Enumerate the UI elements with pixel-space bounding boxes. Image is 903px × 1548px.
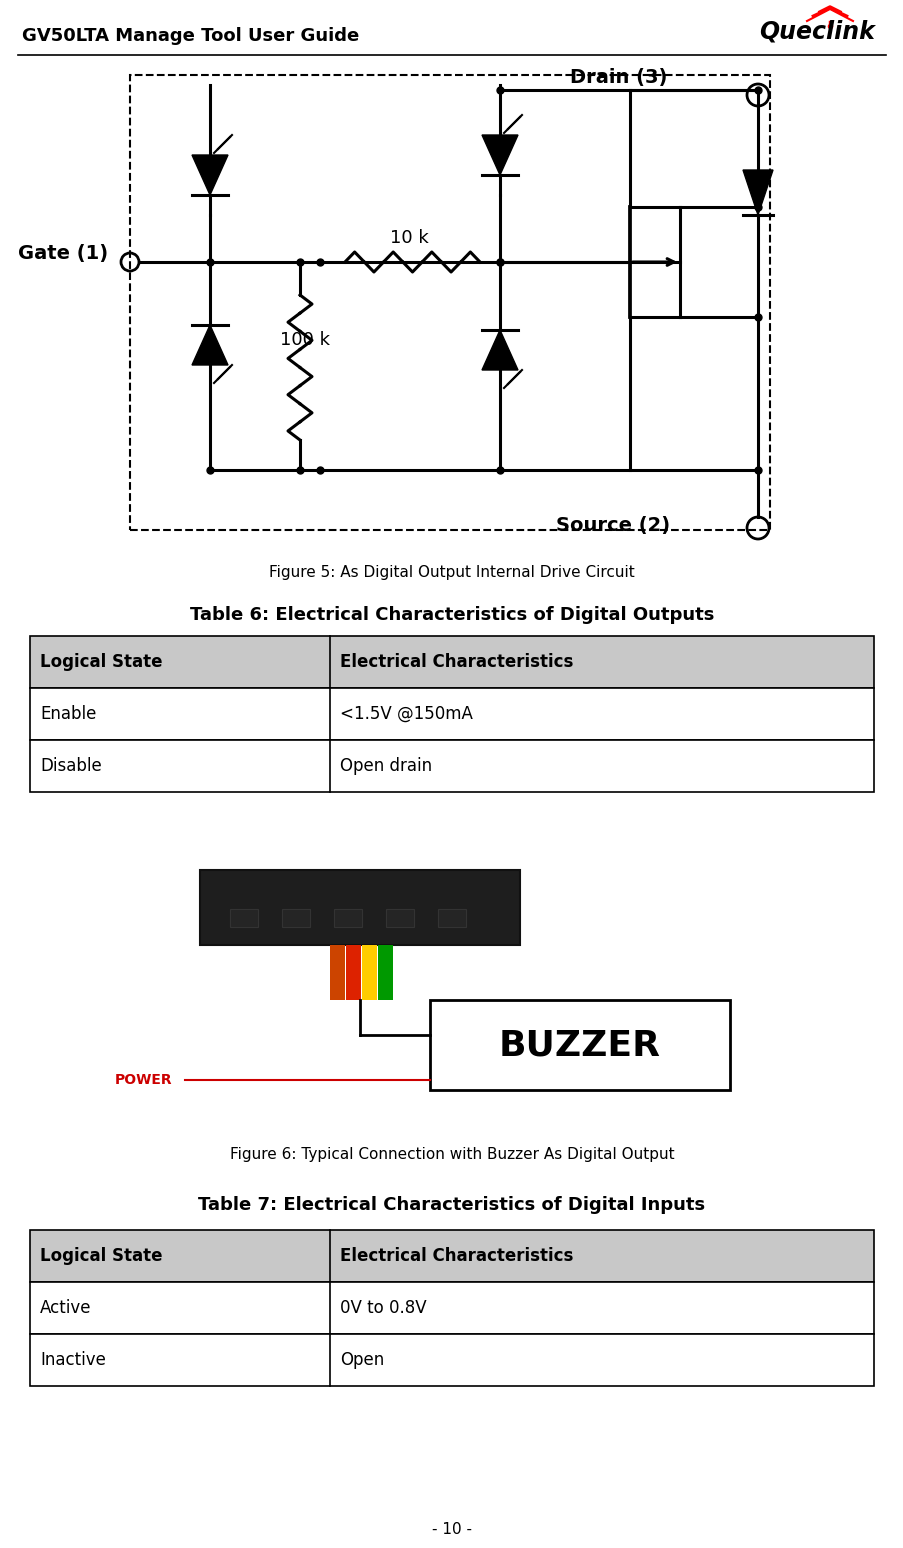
Text: Table 7: Electrical Characteristics of Digital Inputs: Table 7: Electrical Characteristics of D… (199, 1197, 704, 1214)
Text: 10 k: 10 k (389, 229, 428, 248)
Text: <1.5V @150mA: <1.5V @150mA (340, 704, 472, 723)
Text: Logical State: Logical State (40, 653, 163, 670)
Bar (30, 1282, 873, 1334)
Bar (333, 909, 361, 927)
Text: Logical State: Logical State (40, 1248, 163, 1265)
Polygon shape (481, 135, 517, 175)
Bar (30, 636, 873, 687)
Bar (361, 944, 377, 1000)
Bar (386, 909, 414, 927)
Bar (30, 1334, 873, 1385)
Bar (30, 1231, 873, 1282)
Bar (30, 687, 873, 740)
Bar (282, 909, 310, 927)
Text: 100 k: 100 k (280, 331, 330, 348)
Text: Drain (3): Drain (3) (570, 68, 666, 88)
Bar (346, 944, 360, 1000)
Bar (200, 870, 519, 944)
Bar (229, 909, 257, 927)
Text: Active: Active (40, 1299, 91, 1317)
Text: GV50LTA Manage Tool User Guide: GV50LTA Manage Tool User Guide (22, 26, 358, 45)
Text: POWER: POWER (115, 1073, 172, 1087)
Text: Electrical Characteristics: Electrical Characteristics (340, 1248, 573, 1265)
Text: Queclink: Queclink (759, 20, 874, 43)
Text: Inactive: Inactive (40, 1351, 106, 1368)
Text: Figure 5: As Digital Output Internal Drive Circuit: Figure 5: As Digital Output Internal Dri… (269, 565, 634, 579)
Text: Source (2): Source (2) (555, 515, 669, 534)
Text: - 10 -: - 10 - (432, 1523, 471, 1537)
Bar (30, 740, 873, 793)
Text: 0V to 0.8V: 0V to 0.8V (340, 1299, 426, 1317)
Polygon shape (481, 330, 517, 370)
Polygon shape (191, 155, 228, 195)
Text: Open: Open (340, 1351, 384, 1368)
Polygon shape (742, 170, 772, 215)
Text: Electrical Characteristics: Electrical Characteristics (340, 653, 573, 670)
Bar (130, 74, 769, 529)
Polygon shape (191, 325, 228, 365)
Bar (377, 944, 393, 1000)
Text: Gate (1): Gate (1) (18, 243, 108, 263)
Text: Disable: Disable (40, 757, 102, 776)
Bar (438, 909, 465, 927)
Text: Open drain: Open drain (340, 757, 432, 776)
Text: Figure 6: Typical Connection with Buzzer As Digital Output: Figure 6: Typical Connection with Buzzer… (229, 1147, 674, 1163)
Text: Enable: Enable (40, 704, 97, 723)
Bar (430, 1000, 730, 1090)
Text: Table 6: Electrical Characteristics of Digital Outputs: Table 6: Electrical Characteristics of D… (190, 605, 713, 624)
Bar (330, 944, 345, 1000)
Text: BUZZER: BUZZER (498, 1028, 660, 1062)
